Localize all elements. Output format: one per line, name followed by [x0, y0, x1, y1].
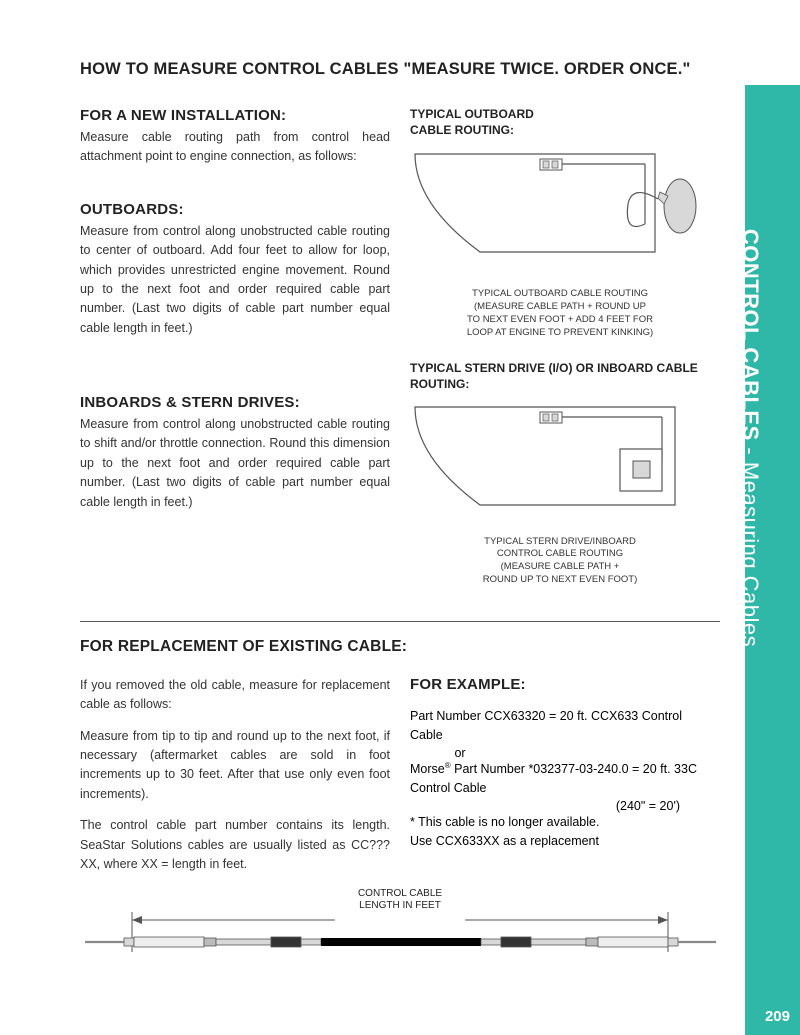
left-column: FOR A NEW INSTALLATION: Measure cable ro…	[80, 107, 390, 603]
new-install-body: Measure cable routing path from control …	[80, 128, 390, 167]
example-l5: Use CCX633XX as a replacement	[410, 832, 710, 851]
stern-title-2: ROUTING:	[410, 377, 469, 391]
page-number: 209	[765, 1008, 790, 1025]
outboard-title-2: CABLE ROUTING:	[410, 123, 514, 137]
outboards-body: Measure from control along unobstructed …	[80, 222, 390, 338]
lower-columns: If you removed the old cable, measure fo…	[80, 676, 720, 874]
inboards-heading: INBOARDS & STERN DRIVES:	[80, 394, 390, 411]
stern-diagram-title: TYPICAL STERN DRIVE (I/O) OR INBOARD CAB…	[410, 361, 710, 392]
outboard-diagram-svg	[410, 144, 710, 279]
example-right: FOR EXAMPLE: Part Number CCX63320 = 20 f…	[410, 676, 710, 874]
example-l4: * This cable is no longer available.	[410, 813, 710, 832]
cable-diagram-block: CONTROL CABLE LENGTH IN FEET	[80, 888, 720, 967]
example-l2b: Part Number *032377-03-240.0 = 20 ft. 33…	[410, 762, 697, 795]
right-column: TYPICAL OUTBOARD CABLE ROUTING: TYPICAL …	[410, 107, 710, 603]
replacement-p1: If you removed the old cable, measure fo…	[80, 676, 390, 715]
side-tab-label: CONTROL CABLES - Measuring Cables	[737, 188, 763, 688]
replacement-heading: FOR REPLACEMENT OF EXISTING CABLE:	[80, 638, 720, 656]
inboards-body: Measure from control along unobstructed …	[80, 415, 390, 512]
new-install-heading: FOR A NEW INSTALLATION:	[80, 107, 390, 124]
replacement-p2: Measure from tip to tip and round up to …	[80, 727, 390, 805]
cable-svg	[80, 912, 720, 962]
example-morse: Morse	[410, 762, 445, 776]
stern-caption: TYPICAL STERN DRIVE/INBOARD CONTROL CABL…	[410, 536, 710, 587]
stern-title-1: TYPICAL STERN DRIVE (I/O) OR INBOARD CAB…	[410, 361, 698, 375]
example-heading: FOR EXAMPLE:	[410, 676, 710, 693]
divider-line	[80, 621, 720, 622]
example-l3: (240" = 20')	[410, 799, 710, 813]
side-tab: CONTROL CABLES - Measuring Cables 209	[745, 85, 800, 1035]
replacement-left: If you removed the old cable, measure fo…	[80, 676, 390, 874]
main-title: HOW TO MEASURE CONTROL CABLES "MEASURE T…	[80, 60, 720, 79]
outboard-diagram-block: TYPICAL OUTBOARD CABLE ROUTING: TYPICAL …	[410, 107, 710, 339]
outboard-title-1: TYPICAL OUTBOARD	[410, 107, 534, 121]
outboard-diagram-title: TYPICAL OUTBOARD CABLE ROUTING:	[410, 107, 710, 138]
example-l1: Part Number CCX63320 = 20 ft. CCX633 Con…	[410, 707, 710, 746]
page-content: HOW TO MEASURE CONTROL CABLES "MEASURE T…	[80, 60, 720, 967]
stern-diagram-block: TYPICAL STERN DRIVE (I/O) OR INBOARD CAB…	[410, 361, 710, 586]
replacement-p3: The control cable part number contains i…	[80, 816, 390, 874]
stern-diagram-svg	[410, 399, 710, 527]
example-l2: Morse® Part Number *032377-03-240.0 = 20…	[410, 760, 710, 799]
example-or: or	[410, 746, 510, 760]
cable-label-2: LENGTH IN FEET	[359, 900, 441, 911]
cable-label-1: CONTROL CABLE	[358, 888, 442, 899]
outboard-caption: TYPICAL OUTBOARD CABLE ROUTING (MEASURE …	[410, 288, 710, 339]
upper-columns: FOR A NEW INSTALLATION: Measure cable ro…	[80, 107, 720, 603]
cable-label: CONTROL CABLE LENGTH IN FEET	[80, 888, 720, 912]
side-tab-main: CONTROL CABLES	[738, 229, 763, 441]
outboards-heading: OUTBOARDS:	[80, 201, 390, 218]
side-tab-sub: - Measuring Cables	[738, 441, 763, 647]
